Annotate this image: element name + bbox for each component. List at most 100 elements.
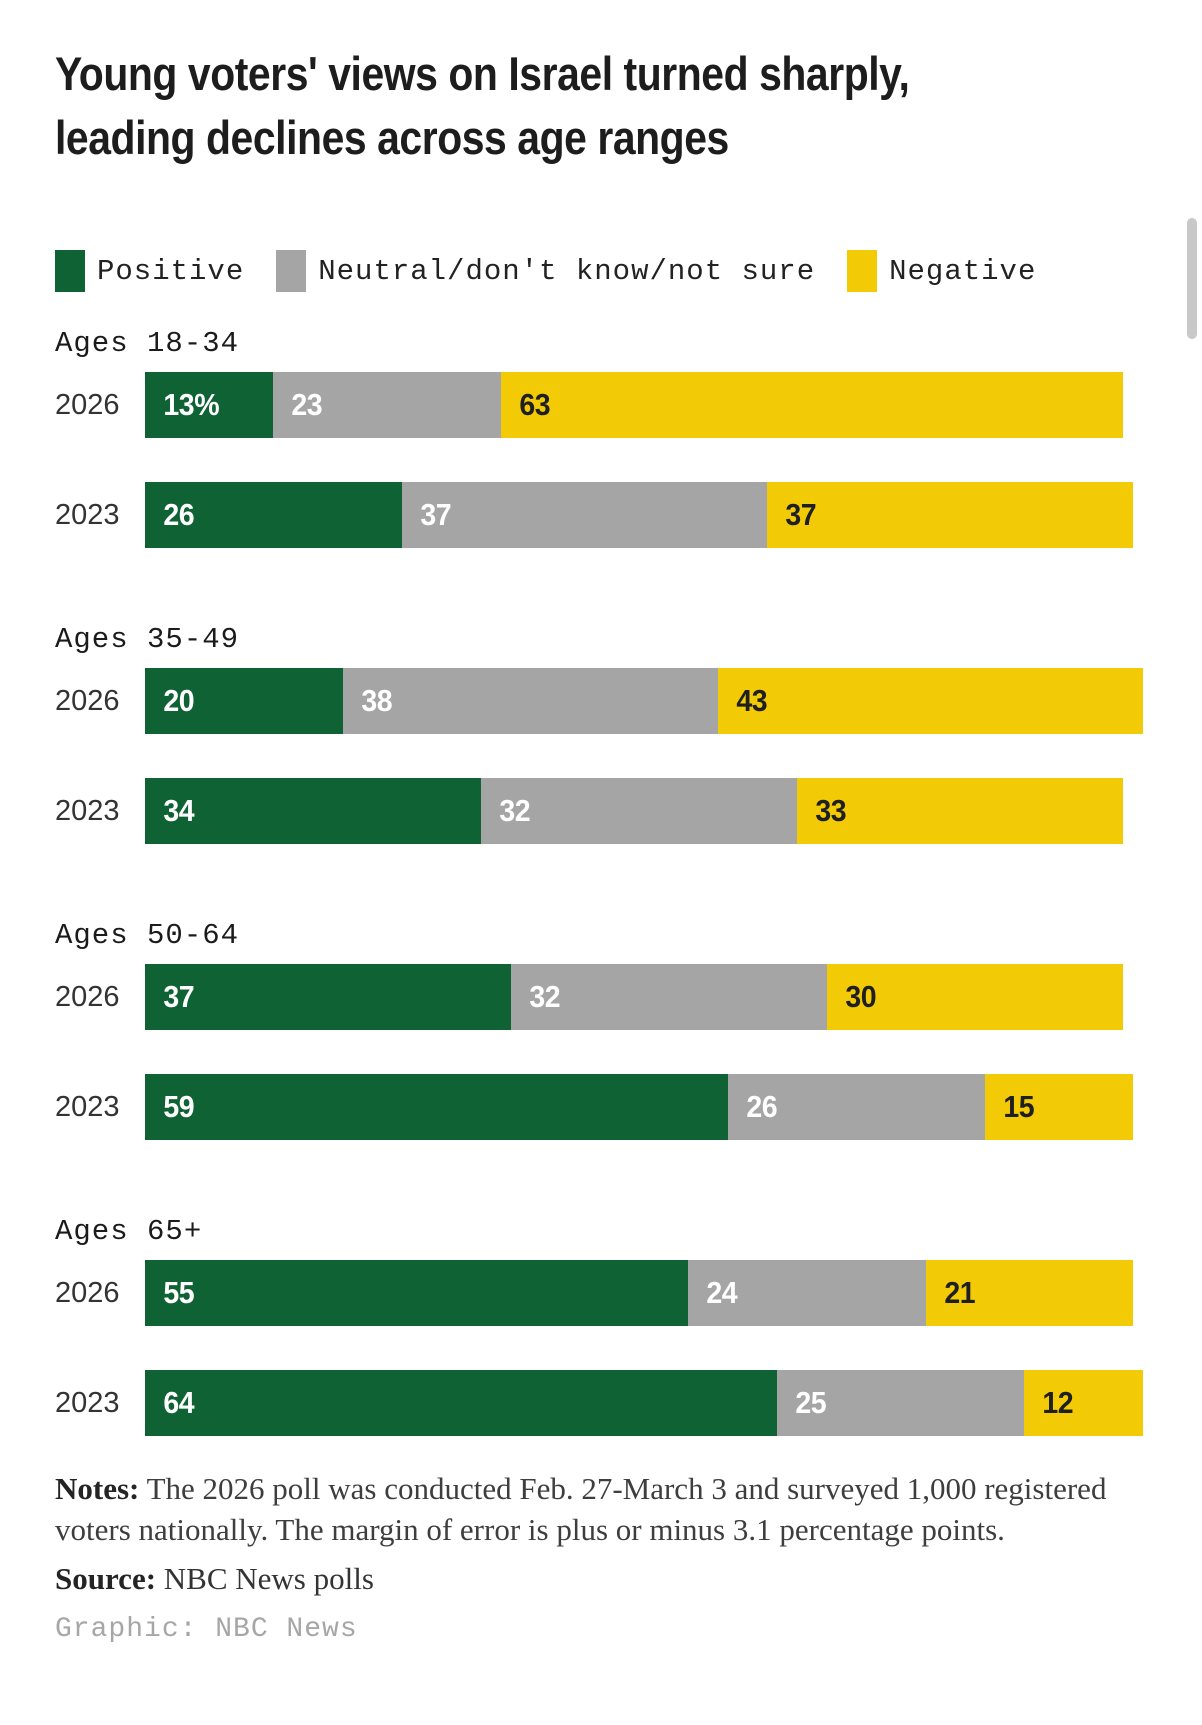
bar-segment-positive: 13%: [145, 372, 274, 438]
bar-value-label: 43: [736, 683, 768, 718]
bar-segment-negative: 43: [718, 668, 1143, 734]
legend-label: Positive: [97, 254, 245, 288]
source-text: NBC News polls: [163, 1561, 374, 1596]
year-label: 2023: [55, 794, 120, 827]
bar-value-label: 33: [815, 793, 847, 828]
bar-row: 2023 59 26 15: [55, 1074, 1133, 1140]
chart-source: Source: NBC News polls: [55, 1558, 1133, 1600]
bar-segment-positive: 26: [145, 482, 402, 548]
year-label: 2026: [55, 980, 120, 1013]
year-label: 2026: [55, 684, 120, 717]
bar-segment-positive: 34: [145, 778, 481, 844]
bar-value-label: 20: [163, 683, 195, 718]
legend: Positive Neutral/don't know/not sure Neg…: [55, 250, 1133, 292]
legend-item-neutral: Neutral/don't know/not sure: [276, 250, 815, 292]
legend-label: Negative: [889, 254, 1037, 288]
chart-credit: Graphic: NBC News: [55, 1614, 358, 1645]
bar-segment-negative: 30: [826, 964, 1124, 1030]
title-line-2: leading declines across age ranges: [55, 111, 729, 164]
notes-label: Notes:: [55, 1471, 140, 1506]
bar-row: 2026 55 24 21: [55, 1260, 1133, 1326]
bar-segment-neutral: 26: [727, 1074, 985, 1140]
stacked-bar: 55 24 21: [145, 1260, 1133, 1326]
negative-swatch-icon: [847, 250, 878, 292]
bar-value-label: 59: [163, 1089, 195, 1124]
chart-group: Ages 65+ 2026 55 24 21 2023 64 25 12: [55, 1215, 1143, 1436]
bar-value-label: 23: [291, 387, 323, 422]
bar-segment-positive: 55: [145, 1260, 689, 1326]
year-label: 2026: [55, 388, 120, 421]
bar-value-label: 21: [943, 1275, 975, 1310]
bar-row: 2023 34 32 33: [55, 778, 1133, 844]
bar-value-label: 32: [528, 979, 560, 1014]
bar-segment-negative: 63: [500, 372, 1124, 438]
group-label: Ages 35-49: [55, 623, 240, 656]
group-label: Ages 18-34: [55, 327, 240, 360]
bar-value-label: 38: [360, 683, 392, 718]
stacked-bar: 34 32 33: [145, 778, 1133, 844]
stacked-bar: 59 26 15: [145, 1074, 1133, 1140]
chart-group: Ages 35-49 2026 20 38 43 2023 34 32 33: [55, 623, 1143, 844]
bar-value-label: 37: [420, 497, 452, 532]
group-label: Ages 65+: [55, 1215, 203, 1248]
bar-value-label: 55: [163, 1275, 195, 1310]
bar-row: 2023 26 37 37: [55, 482, 1133, 548]
bar-segment-neutral: 32: [510, 964, 827, 1030]
bar-segment-negative: 15: [984, 1074, 1133, 1140]
scrollbar-thumb[interactable]: [1187, 218, 1197, 339]
source-label: Source:: [55, 1561, 157, 1596]
neutral-swatch-icon: [276, 250, 307, 292]
bar-segment-negative: 37: [767, 482, 1133, 548]
year-label: 2023: [55, 498, 120, 531]
stacked-bar: 20 38 43: [145, 668, 1143, 734]
stacked-bar: 26 37 37: [145, 482, 1133, 548]
year-label: 2026: [55, 1276, 120, 1309]
bar-row: 2026 13% 23 63: [55, 372, 1133, 438]
bar-value-label: 25: [795, 1385, 827, 1420]
title-line-1: Young voters' views on Israel turned sha…: [55, 47, 910, 100]
bar-value-label: 13%: [163, 387, 220, 422]
year-label: 2023: [55, 1386, 120, 1419]
notes-text: The 2026 poll was conducted Feb. 27-Marc…: [55, 1471, 1107, 1547]
bar-value-label: 37: [163, 979, 195, 1014]
bar-value-label: 64: [163, 1385, 195, 1420]
bar-segment-positive: 37: [145, 964, 511, 1030]
bar-segment-negative: 12: [1024, 1370, 1143, 1436]
bar-segment-positive: 59: [145, 1074, 728, 1140]
bar-segment-neutral: 24: [688, 1260, 926, 1326]
chart-notes: Notes: The 2026 poll was conducted Feb. …: [55, 1468, 1133, 1550]
bar-row: 2026 20 38 43: [55, 668, 1143, 734]
year-label: 2023: [55, 1090, 120, 1123]
bar-value-label: 12: [1042, 1385, 1074, 1420]
bar-value-label: 26: [163, 497, 195, 532]
chart-group: Ages 18-34 2026 13% 23 63 2023 26 37 37: [55, 327, 1133, 548]
chart-card: Young voters' views on Israel turned sha…: [55, 42, 1143, 1645]
bar-value-label: 30: [845, 979, 876, 1014]
bar-segment-neutral: 25: [777, 1370, 1025, 1436]
bar-value-label: 37: [785, 497, 817, 532]
legend-label: Neutral/don't know/not sure: [318, 254, 816, 288]
bar-value-label: 15: [1003, 1089, 1034, 1124]
bar-segment-neutral: 32: [480, 778, 798, 844]
bar-row: 2023 64 25 12: [55, 1370, 1143, 1436]
chart-group: Ages 50-64 2026 37 32 30 2023 59 26 15: [55, 919, 1133, 1140]
legend-item-negative: Negative: [847, 250, 1036, 292]
legend-item-positive: Positive: [55, 250, 244, 292]
stacked-bar: 37 32 30: [145, 964, 1133, 1030]
bar-value-label: 32: [499, 793, 531, 828]
bar-row: 2026 37 32 30: [55, 964, 1133, 1030]
bar-value-label: 34: [163, 793, 195, 828]
bar-segment-negative: 33: [797, 778, 1124, 844]
page-title: Young voters' views on Israel turned sha…: [55, 42, 1082, 170]
chart-groups: Ages 18-34 2026 13% 23 63 2023 26 37 37 Ages 35-4…: [55, 327, 1143, 1436]
group-label: Ages 50-64: [55, 919, 240, 952]
bar-value-label: 63: [519, 387, 550, 422]
bar-segment-neutral: 23: [273, 372, 501, 438]
bar-segment-positive: 20: [145, 668, 343, 734]
bar-segment-neutral: 38: [342, 668, 719, 734]
bar-value-label: 26: [746, 1089, 778, 1124]
positive-swatch-icon: [55, 250, 85, 292]
bar-value-label: 24: [706, 1275, 738, 1310]
bar-segment-neutral: 37: [401, 482, 768, 548]
stacked-bar: 13% 23 63: [145, 372, 1133, 438]
